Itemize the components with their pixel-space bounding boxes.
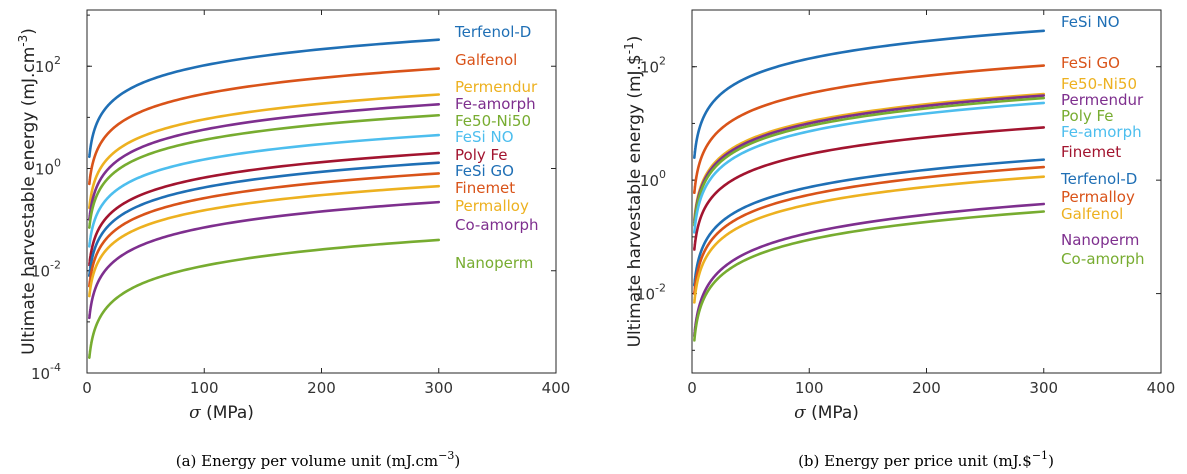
series-line-fesi-go: [693, 64, 1046, 195]
chart-panel-b: 0 100 200 300 400 10-2 100 102 FeSi NO FeSi GO Fe5…: [622, 9, 1176, 470]
x-axis-label: σ (MPa): [794, 403, 859, 423]
series-line-fesi-go: [88, 161, 441, 277]
x-tick-label: 0: [82, 379, 92, 397]
series-line-galfenol: [693, 175, 1046, 304]
series-line-fesi-no: [88, 133, 441, 248]
series-line-fe50-ni50: [88, 113, 441, 229]
legend-label-fesi-go: FeSi GO: [455, 162, 514, 180]
y-tick-label: 10-4: [31, 361, 61, 383]
series-line-galfenol: [88, 67, 441, 186]
x-tick-label: 200: [307, 379, 336, 397]
series-line-finemet: [693, 126, 1046, 251]
y-tick-label: 102: [640, 55, 666, 77]
series-line-fe-amorph: [88, 103, 441, 221]
legend-label-poly-fe: Poly Fe: [1061, 107, 1114, 125]
x-tick-label: 300: [424, 379, 453, 397]
legend-label-galfenol: Galfenol: [455, 51, 517, 69]
legend-label-finemet: Finemet: [1061, 143, 1121, 161]
figure-caption: (b) Energy per price unit (mJ.$−1): [798, 449, 1054, 470]
legend-label-fe-amorph: Fe-amorph: [455, 95, 536, 113]
legend-label-permalloy: Permalloy: [455, 197, 529, 215]
series-line-permendur: [88, 93, 441, 210]
legend-label-nanoperm: Nanoperm: [1061, 231, 1139, 249]
series-line-finemet: [88, 172, 441, 288]
legend-label-permendur: Permendur: [1061, 91, 1144, 109]
legend-label-fe50-ni50: Fe50-Ni50: [1061, 75, 1137, 93]
chart-panel-a: 0 100 200 300 400 10-4 10-2 100 102 Terfenol-D Gal…: [16, 9, 571, 470]
y-axis-label: Ultimate harvestable energy (mJ.$-1): [622, 36, 645, 348]
x-tick-label: 0: [687, 379, 697, 397]
series-line-co-amorph: [693, 210, 1046, 342]
legend-label-fesi-no: FeSi NO: [1061, 13, 1120, 31]
x-tick-label: 100: [190, 379, 219, 397]
legend-label-fe50-ni50: Fe50-Ni50: [455, 112, 531, 130]
legend-label-permendur: Permendur: [455, 78, 538, 96]
legend-label-permalloy: Permalloy: [1061, 188, 1135, 206]
x-tick-label: 200: [912, 379, 941, 397]
legend-label-finemet: Finemet: [455, 179, 515, 197]
y-tick-label: 10-2: [636, 282, 666, 304]
series-line-terfenol-d: [88, 38, 441, 159]
legend-label-galfenol: Galfenol: [1061, 205, 1123, 223]
series-line-fe-amorph: [693, 101, 1046, 234]
x-tick-label: 300: [1029, 379, 1058, 397]
legend-label-terfenol-d: Terfenol-D: [454, 23, 531, 41]
legend-label-nanoperm: Nanoperm: [455, 254, 533, 272]
y-tick-label: 100: [35, 156, 61, 178]
y-tick-label: 100: [640, 168, 666, 190]
x-axis-label: σ (MPa): [189, 403, 254, 423]
y-tick-label: 10-2: [31, 259, 61, 281]
series-line-poly-fe: [88, 151, 441, 267]
legend-label-fesi-go: FeSi GO: [1061, 54, 1120, 72]
legend-label-terfenol-d: Terfenol-D: [1060, 170, 1137, 188]
legend-label-poly-fe: Poly Fe: [455, 146, 508, 164]
legend-label-co-amorph: Co-amorph: [1061, 250, 1145, 268]
series-line-co-amorph: [88, 200, 441, 320]
figure-caption: (a) Energy per volume unit (mJ.cm−3): [176, 449, 460, 470]
legend-label-fesi-no: FeSi NO: [455, 128, 514, 146]
x-tick-label: 400: [1147, 379, 1176, 397]
x-tick-label: 400: [542, 379, 571, 397]
series-line-fesi-no: [693, 29, 1046, 159]
series-line-permalloy: [88, 184, 441, 298]
legend-label-fe-amorph: Fe-amorph: [1061, 123, 1142, 141]
y-axis-label: Ultimate harvestable energy (mJ.cm-3): [16, 28, 39, 355]
series-line-nanoperm: [88, 238, 441, 359]
y-tick-label: 102: [35, 54, 61, 76]
legend-label-co-amorph: Co-amorph: [455, 216, 539, 234]
x-tick-label: 100: [795, 379, 824, 397]
